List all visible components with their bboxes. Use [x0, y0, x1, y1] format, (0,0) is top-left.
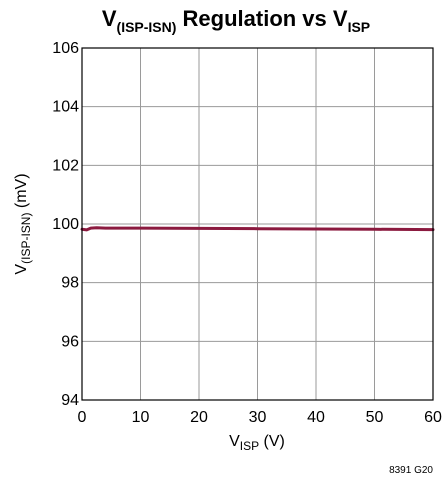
y-tick-label-100: 100 [52, 216, 79, 233]
x-tick-label-20: 20 [190, 409, 208, 426]
x-tick-label-10: 10 [132, 409, 150, 426]
y-tick-label-102: 102 [52, 157, 79, 174]
x-tick-label-60: 60 [424, 409, 442, 426]
y-tick-label-104: 104 [52, 99, 79, 116]
y-tick-label-94: 94 [61, 392, 79, 409]
series-line-0 [80, 226, 435, 232]
x-axis-label: VISP (V) [229, 433, 285, 453]
x-tick-label-0: 0 [78, 409, 87, 426]
x-tick-label-50: 50 [366, 409, 384, 426]
chart-title: V(ISP-ISN) Regulation vs VISP [102, 6, 370, 35]
y-tick-label-98: 98 [61, 275, 79, 292]
plot-frame [81, 47, 434, 401]
tick-labels: 0 10 20 30 40 50 60 94 96 98 100 102 104 106 [52, 40, 442, 426]
y-axis-label: V(ISP-ISN) (mV) [13, 173, 33, 274]
figure-id-note: 8391 G20 [389, 465, 433, 476]
grid [81, 47, 434, 401]
x-tick-label-30: 30 [249, 409, 267, 426]
y-tick-label-106: 106 [52, 40, 79, 57]
x-tick-label-40: 40 [307, 409, 325, 426]
series-group [80, 226, 435, 232]
y-tick-label-96: 96 [61, 333, 79, 350]
